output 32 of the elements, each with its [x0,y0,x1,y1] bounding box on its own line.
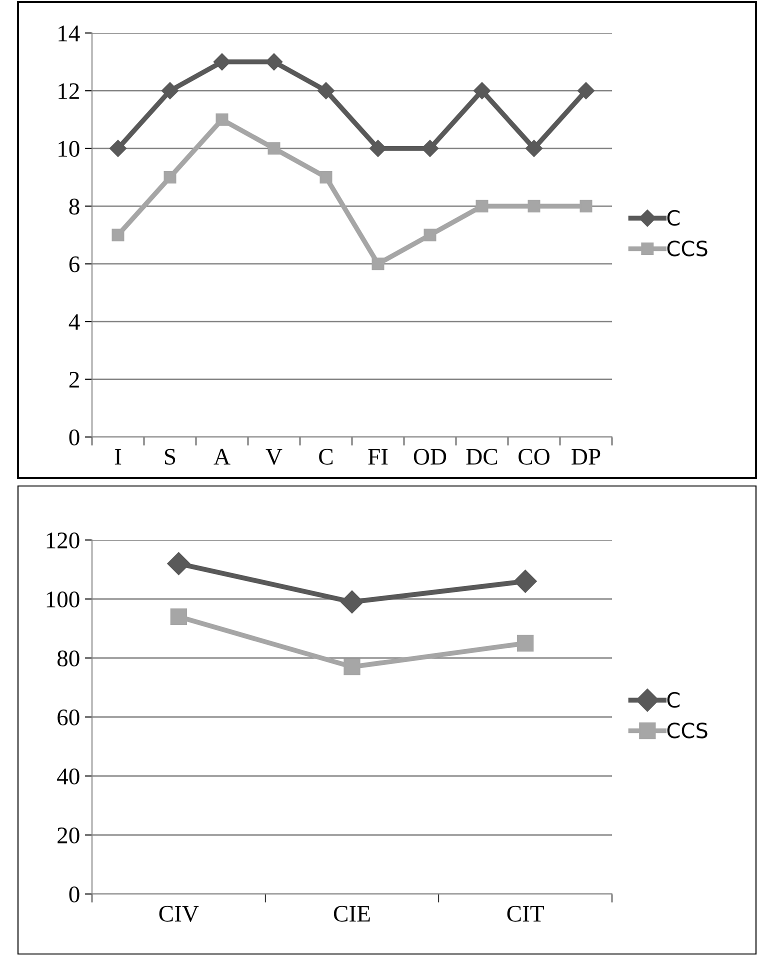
y-tick-label: 12 [58,83,79,99]
y-tick-label: 20 [58,827,80,844]
x-tick-label: FI [368,449,388,464]
y-tick-label: 6 [69,256,80,272]
x-tick-label: C [319,448,333,465]
x-tick-label: V [266,449,282,465]
x-tick-label: OD [414,448,446,465]
x-tick-label: CO [518,448,550,465]
x-tick-label: I [114,449,122,464]
x-tick-label: A [214,448,230,464]
x-tick-label: CIV [159,906,199,922]
y-tick-label: 40 [57,768,80,784]
y-tick-label: 120 [46,532,80,548]
legend-label: C [667,692,680,708]
x-tick-label: DP [572,449,600,465]
x-tick-label: S [165,448,176,465]
y-tick-label: 2 [69,372,79,388]
legend-label: CCS [667,722,708,738]
y-tick-label: 0 [69,429,80,446]
x-tick-label: DC [466,448,498,465]
x-tick-label: CIE [334,906,370,922]
y-tick-label: 10 [58,140,80,157]
y-tick-label: 80 [57,650,80,666]
y-tick-label: 14 [58,26,80,42]
legend-label: CCS [667,240,708,256]
y-tick-label: 60 [58,709,80,726]
x-tick-label: CIT [507,906,544,922]
legend-label: C [667,210,680,226]
y-tick-label: 0 [69,886,80,902]
y-tick-label: 8 [69,198,80,215]
y-tick-label: 4 [68,314,80,330]
y-tick-label: 100 [46,591,80,608]
